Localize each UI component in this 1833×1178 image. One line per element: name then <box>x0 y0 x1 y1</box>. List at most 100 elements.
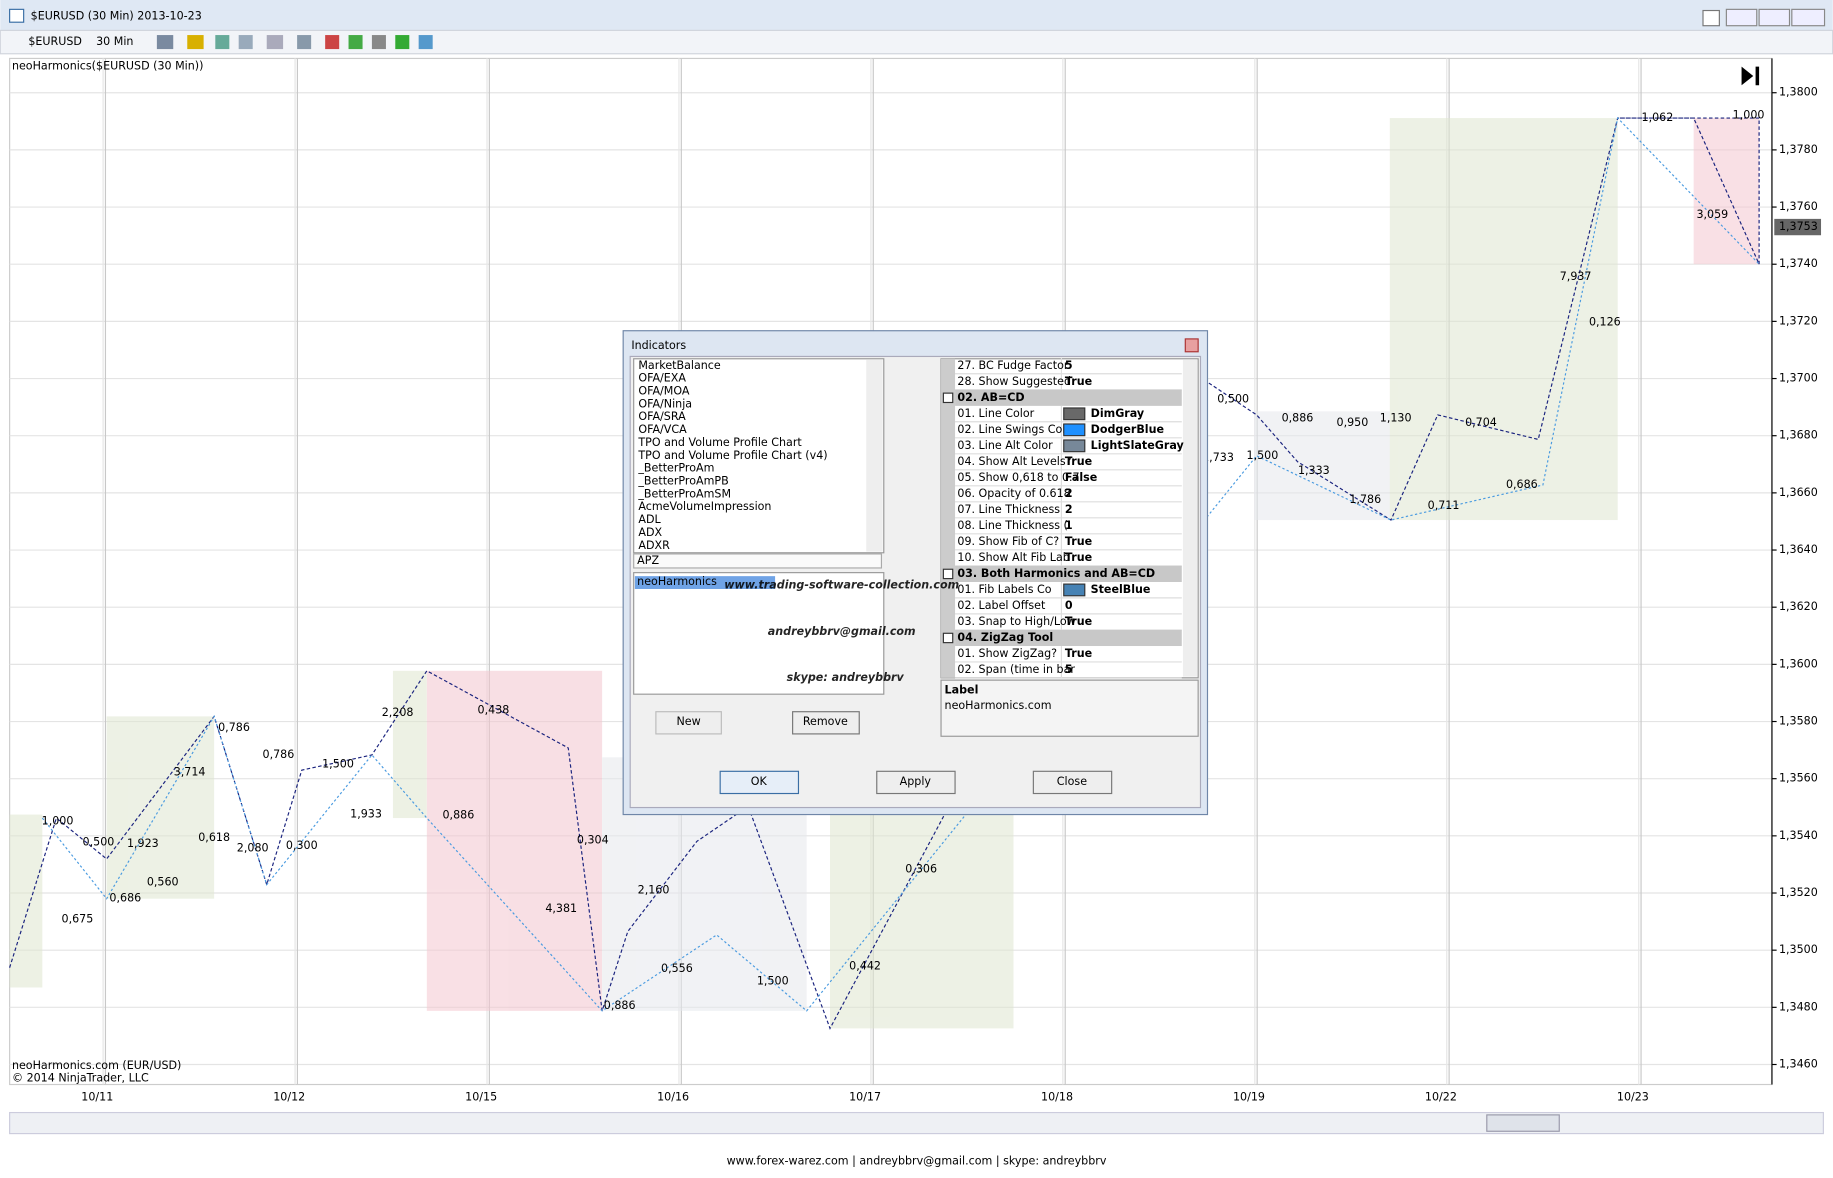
panel-button[interactable] <box>418 35 433 50</box>
list-item[interactable]: OFA/Ninja <box>638 397 692 410</box>
dialog-title: Indicators <box>631 339 686 352</box>
property-value[interactable]: DimGray <box>1091 407 1145 420</box>
ratio-label: 0,304 <box>577 833 609 846</box>
tool-button[interactable] <box>215 35 230 50</box>
x-tick-label: 10/15 <box>465 1090 497 1103</box>
list-item[interactable]: ADX <box>638 526 662 539</box>
list-item[interactable]: _BetterProAm <box>637 462 714 475</box>
collapse-toggle[interactable] <box>942 392 954 404</box>
list-item[interactable]: _BetterProAmPB <box>637 474 728 487</box>
instrument-selector[interactable]: $EURUSD <box>28 35 82 48</box>
select-button[interactable] <box>266 35 284 50</box>
ratio-label: 1,333 <box>1298 464 1330 477</box>
ok-button[interactable] <box>719 770 800 795</box>
property-value[interactable]: True <box>1065 551 1092 564</box>
zoom-button[interactable] <box>297 35 312 50</box>
list-item[interactable]: AcmeVolumeImpression <box>638 500 771 513</box>
y-tick-label: 1,3800 <box>1779 86 1818 99</box>
strategy-button[interactable] <box>348 35 363 50</box>
watermark: andreybbrv@gmail.com <box>768 625 916 638</box>
y-tick-label: 1,3760 <box>1779 200 1818 213</box>
dialog-close-button[interactable] <box>1184 338 1199 353</box>
property-value[interactable]: SteelBlue <box>1091 583 1151 596</box>
combo-box[interactable] <box>633 553 883 569</box>
y-tick-label: 1,3720 <box>1779 314 1818 327</box>
list-item[interactable]: _BetterProAmSM <box>637 487 731 500</box>
property-value[interactable]: 5 <box>1065 359 1073 372</box>
property-value[interactable]: DodgerBlue <box>1091 423 1164 436</box>
zone <box>392 670 427 819</box>
close-button-label[interactable]: Close <box>1057 775 1087 788</box>
list-item[interactable]: OFA/EXA <box>638 372 686 385</box>
new-button-label[interactable]: New <box>677 715 701 728</box>
zone <box>1389 118 1618 521</box>
property-value[interactable]: 2 <box>1065 487 1073 500</box>
x-tick-label: 10/17 <box>849 1090 881 1103</box>
list-item[interactable]: OFA/SRA <box>638 410 686 423</box>
y-tick-label: 1,3580 <box>1779 715 1818 728</box>
remove-button[interactable] <box>792 711 860 735</box>
interval-selector[interactable]: 30 Min <box>96 35 133 48</box>
property-value[interactable]: True <box>1065 375 1092 388</box>
property-value[interactable]: True <box>1065 615 1092 628</box>
list-item[interactable]: ADXR <box>638 539 670 552</box>
draw-button[interactable] <box>187 35 204 50</box>
ok-button-label[interactable]: OK <box>751 775 768 788</box>
remove-button-label[interactable]: Remove <box>803 715 848 728</box>
applied-list <box>633 572 885 695</box>
property-value[interactable]: True <box>1065 455 1092 468</box>
scroll-to-end-button[interactable] <box>1741 66 1760 86</box>
property-value[interactable]: True <box>1065 647 1092 660</box>
y-tick-label: 1,3740 <box>1779 257 1818 270</box>
horizontal-scrollbar[interactable] <box>9 1111 1824 1135</box>
ratio-label: 0,618 <box>198 831 230 844</box>
grid-scrollbar[interactable] <box>1182 359 1197 677</box>
indicator-list <box>633 358 885 554</box>
apply-button[interactable] <box>876 770 956 795</box>
data-box-button[interactable] <box>395 35 410 50</box>
ratio-label: 1,130 <box>1380 411 1412 424</box>
properties-button[interactable] <box>371 35 386 50</box>
property-value[interactable]: False <box>1065 471 1097 484</box>
property-value[interactable]: 5 <box>1065 663 1073 676</box>
collapse-toggle[interactable] <box>942 568 954 580</box>
property-name: 01. Fib Labels Co <box>957 583 1051 596</box>
close-window-button[interactable] <box>1791 8 1826 27</box>
list-item[interactable]: OFA/VCA <box>638 423 687 436</box>
description-box <box>940 679 1199 737</box>
list-item[interactable]: OFA/MOA <box>638 384 690 397</box>
selected-item: neoHarmonics <box>637 575 717 588</box>
list-item[interactable]: MarketBalance <box>638 359 721 372</box>
apply-button-label[interactable]: Apply <box>900 775 932 788</box>
list-item[interactable]: TPO and Volume Profile Chart (v4) <box>637 449 827 462</box>
property-value[interactable]: LightSlateGray <box>1091 439 1185 452</box>
y-tick-label: 1,3540 <box>1779 829 1818 842</box>
list-scrollbar[interactable] <box>866 359 883 552</box>
ratio-label: 1,000 <box>1733 109 1765 122</box>
selected-item-bg <box>634 576 776 589</box>
zone <box>106 716 215 899</box>
property-value[interactable]: 1 <box>1065 519 1073 532</box>
scroll-thumb[interactable] <box>1486 1114 1560 1132</box>
new-button[interactable] <box>655 711 722 735</box>
list-item[interactable]: TPO and Volume Profile Chart <box>637 436 802 449</box>
minimize-button[interactable] <box>1725 8 1758 27</box>
tool-button[interactable] <box>238 35 253 50</box>
property-value[interactable]: 0 <box>1065 599 1073 612</box>
ratio-label: 1,062 <box>1642 111 1674 124</box>
link-button[interactable] <box>1702 9 1720 27</box>
x-tick-label: 10/22 <box>1425 1090 1457 1103</box>
list-item[interactable]: ADL <box>638 513 661 526</box>
property-value[interactable]: 2 <box>1065 503 1073 516</box>
bar-type-button[interactable] <box>156 35 174 50</box>
ratio-label: 0,438 <box>478 704 510 717</box>
zone <box>1254 411 1391 521</box>
maximize-button[interactable] <box>1758 8 1791 27</box>
collapse-toggle[interactable] <box>942 632 954 644</box>
property-value[interactable]: True <box>1065 535 1092 548</box>
ratio-label: 3,714 <box>174 765 206 778</box>
indicator-button[interactable] <box>325 35 340 50</box>
zone <box>426 670 603 1011</box>
close-button[interactable] <box>1032 770 1113 795</box>
